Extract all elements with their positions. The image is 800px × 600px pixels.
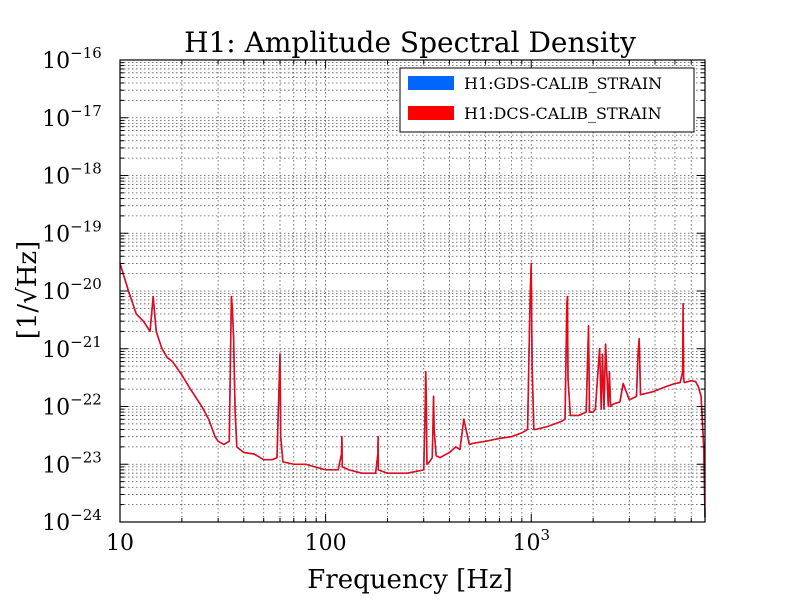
x-tick-labels: 10 100 103: [106, 526, 550, 556]
legend: H1:GDS-CALIB_STRAIN H1:DCS-CALIB_STRAIN: [399, 67, 695, 133]
y-tick-label: 10−23: [42, 448, 102, 478]
y-tick-labels: 10−24 10−23 10−22 10−21 10−20 10−19 10−18 10−17…: [42, 44, 102, 536]
y-tick-label: 10−21: [42, 333, 102, 363]
y-tick-label: 10−22: [42, 391, 102, 421]
y-tick-label: 10−24: [42, 506, 102, 536]
x-tick-label: 103: [512, 526, 550, 556]
chart-title: H1: Amplitude Spectral Density: [184, 26, 636, 59]
x-tick-label: 100: [305, 531, 347, 556]
x-axis-label: Frequency [Hz]: [307, 565, 513, 595]
y-axis-label: [1/√Hz]: [13, 241, 43, 340]
y-tick-label: 10−16: [42, 44, 102, 74]
legend-label-dcs: H1:DCS-CALIB_STRAIN: [464, 104, 662, 123]
tick-layer: [119, 60, 706, 523]
grid-layer: [120, 60, 705, 522]
legend-label-gds: H1:GDS-CALIB_STRAIN: [464, 74, 662, 93]
series-line-gds: [119, 262, 706, 518]
y-tick-label: 10−18: [42, 160, 102, 190]
series-line-dcs: [119, 262, 706, 518]
legend-swatch-gds: [408, 76, 454, 90]
legend-swatch-dcs: [408, 106, 454, 120]
y-tick-label: 10−19: [42, 217, 102, 247]
x-tick-label: 10: [106, 531, 134, 556]
series-layer: [119, 262, 706, 518]
y-tick-label: 10−17: [42, 102, 102, 132]
y-tick-label: 10−20: [42, 275, 102, 305]
